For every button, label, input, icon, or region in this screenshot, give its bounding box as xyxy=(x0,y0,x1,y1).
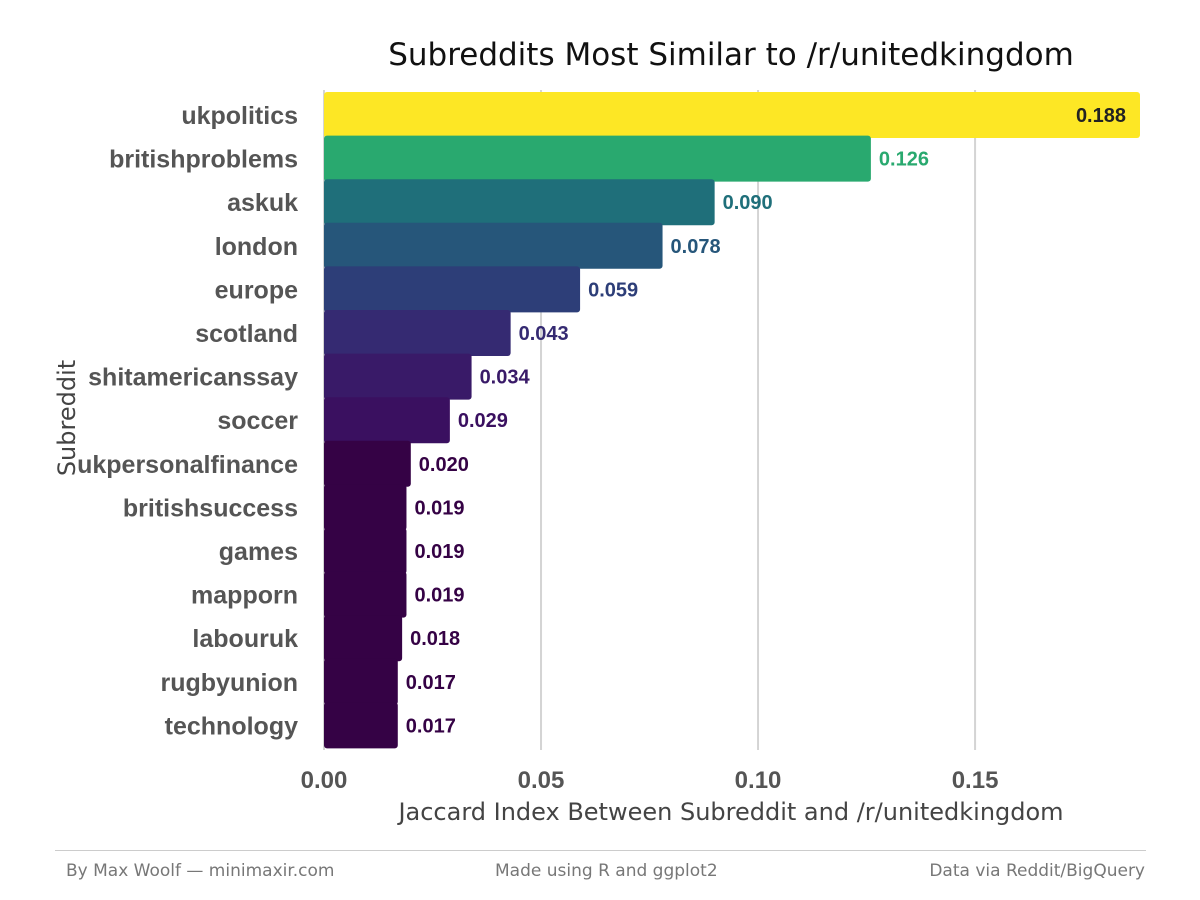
value-label-rugbyunion: 0.017 xyxy=(406,672,456,694)
bar-mapporn xyxy=(324,571,407,618)
category-label-games: games xyxy=(219,538,298,566)
x-tick-label-0-05: 0.05 xyxy=(518,767,565,794)
value-label-ukpolitics: 0.188 xyxy=(1076,105,1126,127)
value-label-soccer: 0.029 xyxy=(458,410,508,432)
category-label-soccer: soccer xyxy=(217,407,298,435)
bar-shitamericanssay xyxy=(324,353,472,400)
x-axis-ticks: 0.00 0.05 0.10 0.15 xyxy=(301,767,999,794)
x-tick-label-0-10: 0.10 xyxy=(735,767,782,794)
category-label-rugbyunion: rugbyunion xyxy=(161,669,298,697)
footer-credit-center: Made using R and ggplot2 xyxy=(495,861,718,881)
category-label-shitamericanssay: shitamericanssay xyxy=(88,364,298,392)
value-label-games: 0.019 xyxy=(414,541,464,563)
value-label-ukpersonalfinance: 0.020 xyxy=(419,454,469,476)
bar-rugbyunion xyxy=(324,658,398,705)
bar-technology xyxy=(324,702,398,749)
footer-credit-right: Data via Reddit/BigQuery xyxy=(929,861,1145,881)
footer-divider xyxy=(55,850,1146,851)
category-label-mapporn: mapporn xyxy=(191,582,298,610)
value-label-technology: 0.017 xyxy=(406,715,456,737)
category-label-ukpolitics: ukpolitics xyxy=(181,102,298,130)
category-label-britishproblems: britishproblems xyxy=(109,146,298,174)
bar-ukpolitics xyxy=(324,92,1140,138)
category-label-london: london xyxy=(215,233,298,261)
value-label-shitamericanssay: 0.034 xyxy=(480,367,531,389)
category-label-europe: europe xyxy=(215,276,298,304)
bar-scotland xyxy=(324,310,511,356)
value-label-london: 0.078 xyxy=(671,236,721,258)
value-label-labouruk: 0.018 xyxy=(410,628,460,650)
bar-labouruk xyxy=(324,615,403,662)
category-labels: ukpolitics britishproblems askuk london euro… xyxy=(77,102,298,740)
value-label-mapporn: 0.019 xyxy=(414,585,464,607)
bar-askuk xyxy=(324,179,715,226)
value-label-scotland: 0.043 xyxy=(519,323,569,345)
value-label-askuk: 0.090 xyxy=(723,192,773,214)
category-label-scotland: scotland xyxy=(195,320,298,348)
value-label-britishproblems: 0.126 xyxy=(879,149,929,171)
category-label-labouruk: labouruk xyxy=(192,625,298,653)
y-axis-title: Subreddit xyxy=(53,360,81,476)
category-label-ukpersonalfinance: ukpersonalfinance xyxy=(77,451,298,479)
bar-britishsuccess xyxy=(324,484,407,531)
bar-games xyxy=(324,528,407,574)
bar-soccer xyxy=(324,397,450,444)
footer-credit-left: By Max Woolf — minimaxir.com xyxy=(66,861,335,881)
category-label-askuk: askuk xyxy=(227,189,298,217)
bar-ukpersonalfinance xyxy=(324,440,411,487)
bar-london xyxy=(324,222,663,269)
x-tick-label-0-00: 0.00 xyxy=(301,767,348,794)
value-label-europe: 0.059 xyxy=(588,279,638,301)
x-axis-title: Jaccard Index Between Subreddit and /r/u… xyxy=(396,798,1063,826)
chart-title: Subreddits Most Similar to /r/unitedking… xyxy=(388,37,1074,73)
category-label-britishsuccess: britishsuccess xyxy=(123,494,298,522)
x-tick-label-0-15: 0.15 xyxy=(952,767,999,794)
value-label-britishsuccess: 0.019 xyxy=(414,497,464,519)
bar-britishproblems xyxy=(324,135,871,182)
category-label-technology: technology xyxy=(165,712,298,740)
bars xyxy=(324,92,1140,749)
bar-europe xyxy=(324,266,581,313)
